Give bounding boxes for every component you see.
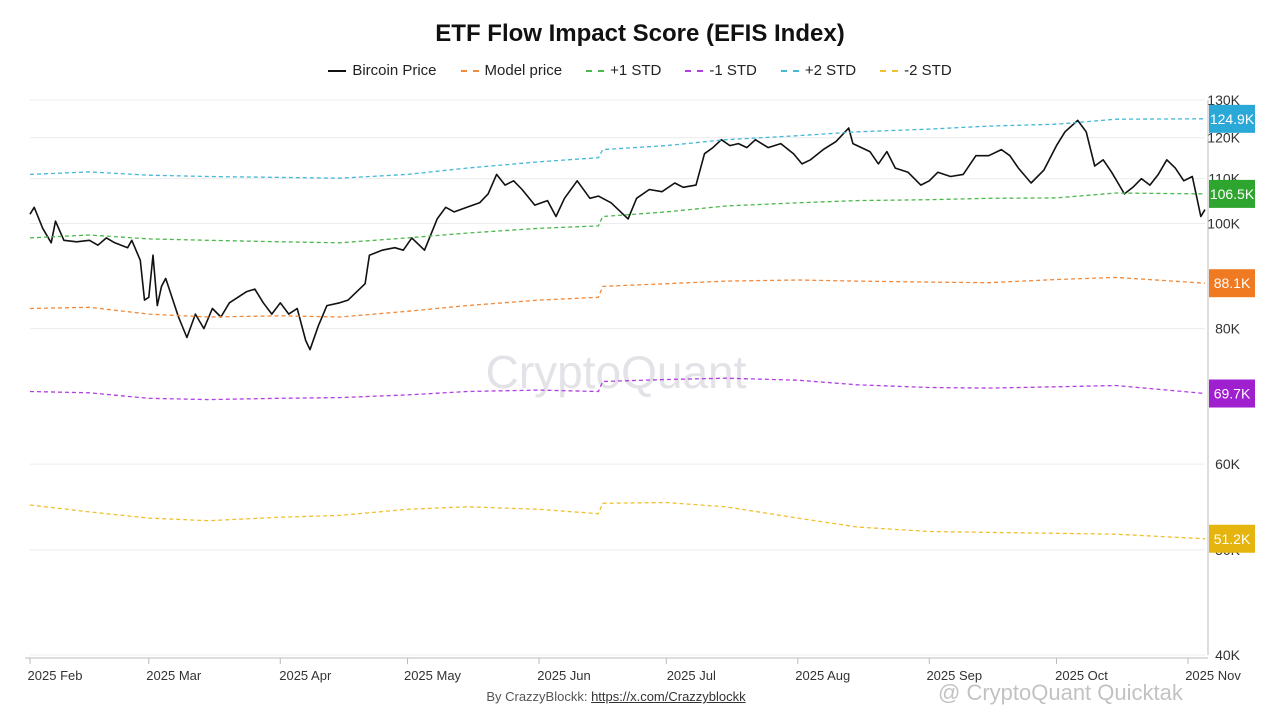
series-line--1-std — [29, 377, 1206, 401]
legend-swatch — [460, 69, 479, 72]
legend-label: +2 STD — [804, 62, 857, 79]
legend-swatch — [586, 69, 605, 72]
y-tick-label: 130K — [1207, 92, 1240, 108]
legend-item-model-price[interactable]: Model price — [460, 62, 563, 79]
y-axis: 40K50K60K80K100K110K120K130K — [1207, 92, 1240, 663]
end-label-box — [1209, 104, 1255, 133]
legend-label: Bircoin Price — [352, 62, 437, 79]
legend-swatch — [780, 69, 799, 72]
legend-label: Model price — [484, 62, 563, 79]
series-lines — [29, 118, 1206, 540]
legend-item-minus-2-std[interactable]: -2 STD — [880, 62, 952, 79]
legend-item-minus-1-std[interactable]: -1 STD — [685, 62, 757, 79]
series-line-model-price — [29, 276, 1206, 318]
x-tick-label: 2025 Sep — [926, 668, 982, 683]
x-tick-label: 2025 Oct — [1055, 668, 1108, 683]
x-tick-label: 2025 Aug — [795, 668, 850, 683]
series-line--1-std — [29, 192, 1206, 244]
end-label-box — [1209, 269, 1255, 298]
watermark-cryptoquant: CryptoQuant — [486, 346, 747, 398]
y-tick-label: 60K — [1215, 456, 1241, 472]
legend-swatch — [685, 69, 704, 72]
legend-item-bitcoin-price[interactable]: Bircoin Price — [328, 62, 437, 79]
legend-label: -1 STD — [709, 62, 757, 79]
x-tick-label: 2025 Nov — [1185, 668, 1241, 683]
footer-link[interactable]: https://x.com/Crazzyblockk — [591, 689, 746, 704]
end-label-text: 124.9K — [1210, 111, 1255, 127]
series-line--2-std — [29, 501, 1206, 540]
series-line-bircoin-price — [29, 119, 1206, 351]
grid-lines — [30, 99, 1205, 656]
legend-swatch — [880, 69, 899, 72]
y-tick-label: 80K — [1215, 321, 1241, 337]
chart-title: ETF Flow Impact Score (EFIS Index) — [435, 20, 845, 47]
x-tick-label: 2025 Apr — [279, 668, 332, 683]
x-tick-label: 2025 Mar — [146, 668, 202, 683]
x-tick-label: 2025 Feb — [28, 668, 83, 683]
legend-item-plus-1-std[interactable]: +1 STD — [586, 62, 661, 79]
series-line--2-std — [29, 118, 1206, 179]
end-label-text: 88.1K — [1214, 275, 1251, 291]
legend-label: -2 STD — [904, 62, 952, 79]
footer-credit: By CrazzyBlockk: https://x.com/Crazzyblo… — [0, 689, 1232, 704]
y-tick-label: 120K — [1207, 130, 1240, 146]
end-label-text: 51.2K — [1214, 531, 1251, 547]
x-axis: 2025 Feb 2025 Mar 2025 Apr 2025 May 2025 Jun… — [25, 657, 1241, 683]
legend-label: +1 STD — [610, 62, 662, 79]
footer-prefix: By CrazzyBlockk: — [486, 689, 592, 704]
end-labels: 124.9K 106.5K 88.1K 69.7K 51.2K — [1209, 104, 1255, 553]
legend-swatch — [328, 69, 347, 72]
x-tick-label: 2025 Jul — [667, 668, 716, 683]
end-label-text: 69.7K — [1214, 386, 1251, 402]
x-tick-label: 2025 May — [404, 668, 462, 683]
end-label-box — [1209, 524, 1255, 553]
legend-item-plus-2-std[interactable]: +2 STD — [780, 62, 857, 79]
end-label-box — [1209, 379, 1255, 408]
chart-legend: Bircoin Price Model price +1 STD -1 STD … — [0, 62, 1280, 79]
y-tick-label: 100K — [1207, 216, 1240, 232]
y-tick-label: 40K — [1215, 647, 1241, 663]
watermark-bottom: @ CryptoQuant Quicktak — [938, 680, 1183, 705]
end-label-text: 106.5K — [1210, 186, 1255, 202]
end-label-box — [1209, 179, 1255, 208]
x-tick-label: 2025 Jun — [537, 668, 591, 683]
